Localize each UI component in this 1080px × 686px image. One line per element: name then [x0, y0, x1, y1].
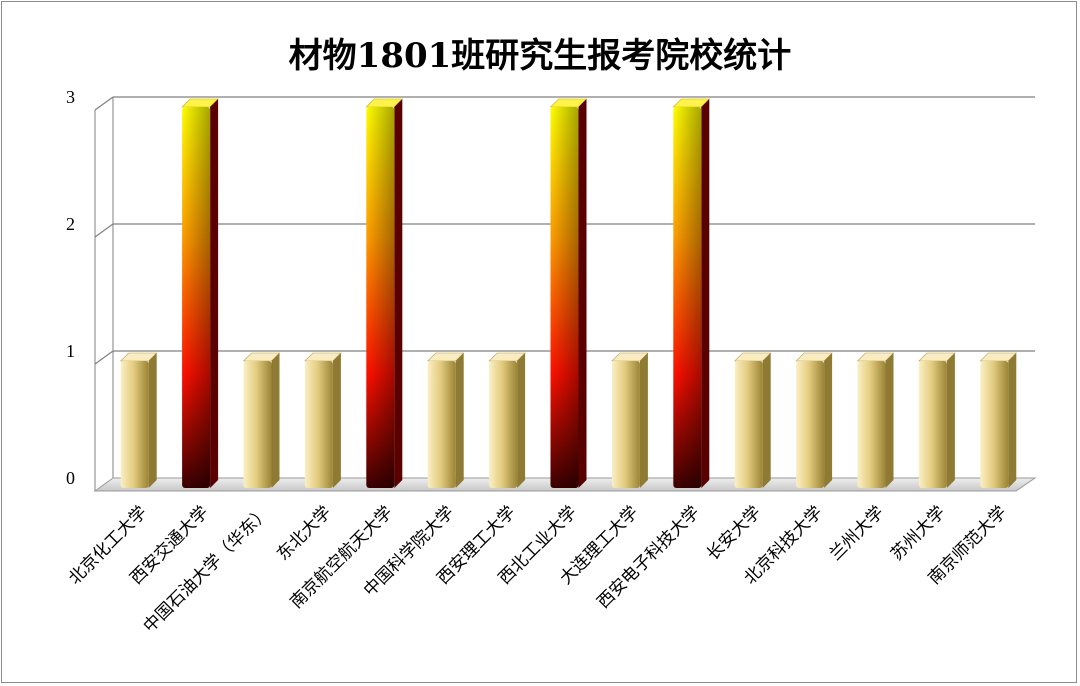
bar-front: [304, 361, 333, 488]
bar: [549, 98, 588, 488]
bar-side: [517, 353, 526, 488]
bar-side: [885, 353, 894, 488]
bar: [856, 352, 895, 488]
bar-front: [796, 361, 825, 488]
bar-side: [271, 353, 280, 488]
bar-front: [611, 361, 640, 488]
x-tick-label: 东北大学: [273, 502, 335, 564]
bar-front: [918, 361, 947, 488]
x-tick-label: 中国石油大学（华东）: [140, 502, 274, 636]
bar: [365, 98, 404, 488]
y-tick-label: 0: [66, 468, 75, 488]
bar-side: [455, 353, 464, 488]
bar-shade: [673, 107, 702, 488]
bar-front: [489, 361, 518, 488]
bar-side: [578, 99, 587, 488]
bar: [119, 352, 158, 488]
bar-shade: [366, 107, 395, 488]
bar: [918, 352, 956, 488]
bar-side: [148, 353, 157, 488]
bar-front: [243, 361, 272, 488]
bar-front: [980, 361, 1009, 488]
bar: [733, 352, 772, 488]
bar: [426, 352, 465, 488]
bar-side: [762, 353, 771, 488]
bar-side: [701, 99, 710, 488]
bar-side: [946, 353, 955, 488]
gridline-depth: [94, 96, 114, 111]
y-tick-label: 3: [66, 87, 75, 107]
bar-front: [857, 361, 886, 488]
bar: [672, 98, 711, 488]
y-tick-label: 1: [66, 341, 75, 361]
x-tick-label: 长安大学: [703, 502, 765, 564]
bar-shade: [182, 107, 211, 488]
x-tick-label: 西安电子科技大学: [594, 502, 704, 612]
x-tick-label: 南京航空航天大学: [287, 502, 397, 612]
bar-side: [1008, 353, 1017, 488]
bar-side: [394, 99, 403, 488]
x-tick-label: 兰州大学: [826, 502, 888, 564]
bar: [181, 98, 219, 488]
bar: [611, 352, 649, 488]
chart-title: 材物1801班研究生报考院校统计: [288, 36, 792, 76]
bar-front: [427, 361, 456, 488]
bar-side: [210, 99, 219, 488]
bar: [488, 352, 526, 488]
bar-shade: [550, 107, 579, 488]
bar: [795, 352, 833, 488]
bar: [979, 352, 1018, 488]
bar: [242, 352, 281, 488]
y-tick-label: 2: [66, 214, 75, 234]
bar-side: [332, 353, 341, 488]
bar-front: [120, 361, 149, 488]
bar-side: [824, 353, 833, 488]
bar-side: [639, 353, 648, 488]
x-tick-label: 苏州大学: [887, 502, 949, 564]
bar: [304, 352, 342, 488]
gridline-depth: [94, 350, 114, 365]
gridline-depth: [94, 223, 114, 238]
bar-front: [734, 361, 763, 488]
